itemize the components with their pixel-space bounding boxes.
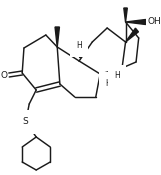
Text: O: O (0, 71, 7, 79)
Text: S: S (23, 117, 28, 127)
Text: H: H (114, 72, 120, 80)
Polygon shape (55, 27, 59, 47)
Text: H: H (76, 41, 82, 51)
Text: H: H (105, 79, 111, 88)
Polygon shape (126, 28, 138, 42)
Text: OH: OH (147, 16, 161, 26)
Polygon shape (126, 19, 146, 25)
Polygon shape (124, 8, 127, 22)
